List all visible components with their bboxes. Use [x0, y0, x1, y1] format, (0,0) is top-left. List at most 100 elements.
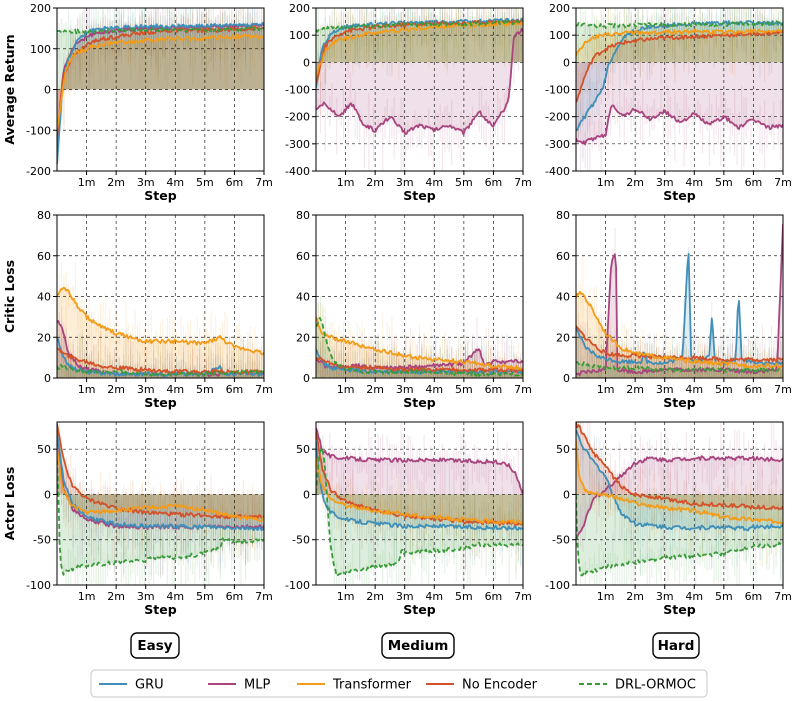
line-gru [576, 429, 783, 532]
x-tick-label: 5m [455, 383, 473, 396]
x-tick-label: 4m [166, 590, 184, 603]
x-tick-label: 1m [597, 176, 615, 189]
x-axis-label: Step [144, 188, 176, 203]
y-tick-label: 0 [303, 488, 310, 501]
area-mlp [57, 440, 264, 527]
y-tick-label: 200 [30, 2, 51, 15]
y-tick-label: 200 [289, 2, 310, 15]
y-tick-label: 0 [303, 56, 310, 69]
y-tick-label: -50 [33, 534, 51, 547]
legend-label: No Encoder [462, 678, 538, 693]
plot-area [316, 8, 523, 171]
area-no-encoder [576, 32, 783, 104]
x-tick-label: 2m [626, 383, 644, 396]
line-drl-ormoc [57, 25, 264, 35]
y-tick-label: 0 [303, 372, 310, 385]
y-tick-label: -300 [545, 138, 570, 151]
line-mlp [576, 223, 783, 377]
area-drl-ormoc [316, 316, 523, 378]
line-drl-ormoc [316, 316, 523, 377]
area-no-encoder [57, 347, 264, 378]
line-no-encoder [316, 18, 523, 83]
panel-2-2: -100 -50 0 50 1m 2m 3m 4m 5m 6m 7m Step [545, 421, 792, 617]
y-tick-label: -50 [292, 534, 310, 547]
x-axis-label: Step [403, 188, 435, 203]
x-tick-label: 2m [626, 590, 644, 603]
y-tick-label: -200 [285, 111, 310, 124]
y-tick-label: 200 [549, 2, 570, 15]
x-tick-label: 5m [715, 176, 733, 189]
legend-label: DRL-ORMOC [615, 678, 696, 693]
y-tick-label: -100 [26, 579, 51, 592]
y-tick-label: 50 [37, 443, 51, 456]
difficulty-labels: Easy Medium Hard [130, 632, 700, 659]
x-tick-label: 1m [78, 383, 96, 396]
line-mlp [316, 27, 523, 136]
line-drl-ormoc [316, 447, 523, 577]
panel-0-2: -400 -300 -200 -100 0 100 200 1m 2m 3m 4m 5m 6m 7m Ste… [545, 2, 792, 203]
line-drl-ormoc [576, 361, 783, 373]
panel-1-2: 0 20 40 60 80 1m 2m 3m 4m 5m 6m 7m Step [556, 209, 792, 410]
plot-area [576, 8, 783, 171]
area-mlp [576, 458, 783, 540]
line-no-encoder [316, 356, 523, 373]
x-tick-label: 4m [425, 176, 443, 189]
x-axis-label: Step [144, 602, 176, 617]
y-tick-label: 20 [296, 331, 310, 344]
line-transformer [57, 33, 264, 130]
y-tick-label: -200 [545, 111, 570, 124]
x-tick-label: 7m [255, 176, 273, 189]
y-tick-label: 20 [556, 331, 570, 344]
plot-area [57, 215, 264, 378]
y-axis-label: Actor Loss [2, 467, 17, 541]
line-no-encoder [57, 347, 264, 375]
x-tick-label: 3m [656, 383, 674, 396]
line-mlp [576, 455, 783, 539]
legend-item-gru: GRU [99, 678, 164, 693]
area-drl-ormoc [316, 444, 523, 576]
panel-2-0: -100 -50 0 50 1m 2m 3m 4m 5m 6m 7m Step Actor Loss [2, 421, 273, 617]
area-drl-ormoc [576, 494, 783, 576]
x-tick-label: 1m [78, 590, 96, 603]
x-tick-label: 3m [137, 590, 155, 603]
panel-1-1: 0 20 40 60 80 1m 2m 3m 4m 5m 6m 7m Step [296, 209, 532, 410]
x-axis-label: Step [663, 188, 695, 203]
plot-area [316, 215, 523, 378]
legend-frame [90, 669, 708, 698]
y-tick-label: -100 [26, 124, 51, 137]
area-gru [316, 20, 523, 90]
x-axis-label: Step [403, 602, 435, 617]
area-transformer [57, 286, 264, 378]
y-tick-label: 60 [37, 250, 51, 263]
line-transformer [57, 286, 264, 356]
difficulty-label: Hard [658, 638, 695, 654]
legend-item-mlp: MLP [208, 678, 270, 693]
x-tick-label: 1m [337, 383, 355, 396]
x-tick-label: 7m [255, 590, 273, 603]
legend-label: GRU [135, 678, 164, 693]
plot-area [57, 422, 264, 585]
x-tick-label: 6m [745, 590, 763, 603]
panel-frame [315, 421, 524, 586]
x-tick-label: 4m [685, 383, 703, 396]
area-transformer [576, 31, 783, 63]
legend-item-transformer: Transformer [297, 678, 412, 693]
x-tick-label: 2m [107, 383, 125, 396]
x-tick-label: 3m [137, 176, 155, 189]
y-tick-label: 0 [44, 488, 51, 501]
x-tick-label: 7m [514, 383, 532, 396]
y-tick-label: -400 [285, 165, 310, 178]
line-transformer [576, 291, 783, 369]
panel-frame [56, 421, 265, 586]
difficulty-easy: Easy [130, 632, 180, 659]
x-tick-label: 5m [455, 590, 473, 603]
x-tick-label: 3m [396, 590, 414, 603]
area-gru [576, 22, 783, 131]
difficulty-label: Easy [137, 638, 172, 654]
variance-transformer [576, 434, 783, 566]
y-tick-label: 80 [37, 209, 51, 222]
y-tick-label: -50 [552, 534, 570, 547]
x-tick-label: 6m [226, 176, 244, 189]
y-tick-label: 0 [563, 488, 570, 501]
x-tick-label: 6m [485, 590, 503, 603]
